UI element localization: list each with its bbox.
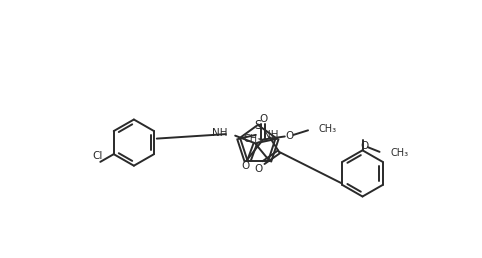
Text: O: O [285,132,294,141]
Text: CH₃: CH₃ [390,148,409,158]
Text: CH₃: CH₃ [319,124,337,134]
Text: O: O [254,164,263,174]
Text: NH: NH [263,130,278,140]
Text: O: O [259,114,267,124]
Text: NH: NH [212,128,228,138]
Text: O: O [361,141,369,151]
Text: CH₃: CH₃ [243,134,262,144]
Text: Cl: Cl [92,151,102,162]
Text: S: S [254,119,262,132]
Text: O: O [241,162,249,172]
